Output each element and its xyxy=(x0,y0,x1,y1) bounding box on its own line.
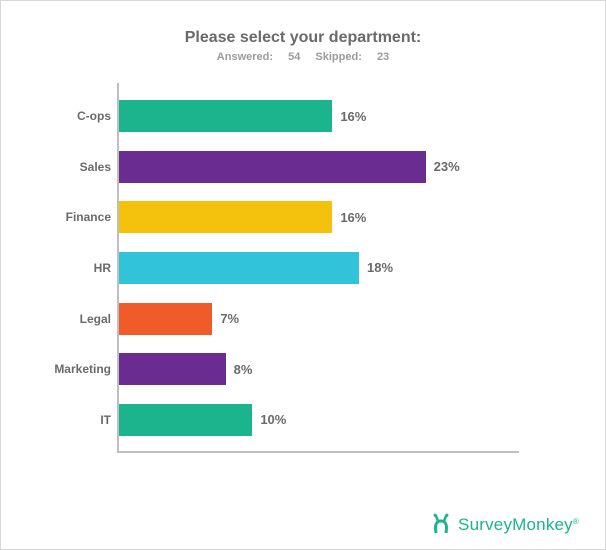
survey-result-card: Please select your department: Answered:… xyxy=(0,0,606,550)
bar xyxy=(119,201,332,233)
bar xyxy=(119,100,332,132)
chart-meta: Answered: 54 Skipped: 23 xyxy=(47,51,559,63)
bar xyxy=(119,151,426,183)
category-label: Legal xyxy=(41,312,111,326)
bar-row: Finance16% xyxy=(119,200,519,234)
answered-value: 54 xyxy=(288,51,300,63)
bar xyxy=(119,404,252,436)
value-label: 8% xyxy=(234,362,253,377)
chart-title: Please select your department: xyxy=(47,29,559,47)
bar-row: Legal7% xyxy=(119,302,519,336)
bar xyxy=(119,303,212,335)
chart-plot: C-ops16% Sales23% Finance16% HR18% Legal7% Ma… xyxy=(117,83,519,453)
bar-row: C-ops16% xyxy=(119,99,519,133)
skipped-value: 23 xyxy=(377,51,389,63)
bars-container: C-ops16% Sales23% Finance16% HR18% Legal7% Ma… xyxy=(119,83,519,453)
category-label: Sales xyxy=(41,160,111,174)
answered-label: Answered: xyxy=(217,51,273,63)
category-label: C-ops xyxy=(41,109,111,123)
bar-row: HR18% xyxy=(119,251,519,285)
chart-area: Please select your department: Answered:… xyxy=(1,1,605,501)
value-label: 10% xyxy=(260,412,286,427)
brand: SurveyMonkey® xyxy=(430,513,579,538)
brand-name: SurveyMonkey® xyxy=(458,515,579,535)
bar-row: Marketing8% xyxy=(119,352,519,386)
value-label: 16% xyxy=(340,210,366,225)
category-label: HR xyxy=(41,261,111,275)
value-label: 16% xyxy=(340,109,366,124)
brand-logo-icon xyxy=(430,513,452,538)
bar xyxy=(119,252,359,284)
value-label: 18% xyxy=(367,260,393,275)
value-label: 23% xyxy=(434,159,460,174)
bar-row: Sales23% xyxy=(119,150,519,184)
value-label: 7% xyxy=(220,311,239,326)
skipped-label: Skipped: xyxy=(315,51,361,63)
footer: SurveyMonkey® xyxy=(1,501,605,549)
category-label: Finance xyxy=(41,210,111,224)
bar xyxy=(119,353,226,385)
bar-row: IT10% xyxy=(119,403,519,437)
category-label: IT xyxy=(41,413,111,427)
category-label: Marketing xyxy=(41,362,111,376)
